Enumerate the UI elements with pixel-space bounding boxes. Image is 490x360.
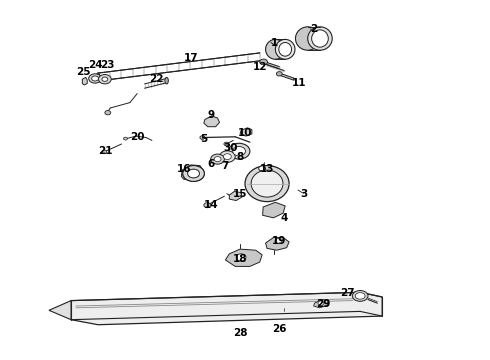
Text: 5: 5 — [200, 134, 207, 144]
Polygon shape — [263, 202, 285, 218]
Circle shape — [224, 142, 229, 146]
Ellipse shape — [266, 40, 285, 59]
Text: 25: 25 — [76, 67, 91, 77]
Circle shape — [259, 166, 266, 171]
Ellipse shape — [352, 291, 368, 301]
Circle shape — [275, 239, 282, 244]
Circle shape — [204, 203, 211, 208]
Text: 16: 16 — [176, 164, 191, 174]
Circle shape — [233, 147, 245, 156]
Polygon shape — [225, 249, 262, 266]
Text: 7: 7 — [221, 161, 229, 171]
Polygon shape — [266, 238, 289, 250]
Text: 17: 17 — [184, 53, 198, 63]
Circle shape — [102, 77, 108, 81]
Text: 26: 26 — [272, 324, 287, 334]
Circle shape — [105, 111, 111, 115]
Text: 11: 11 — [292, 78, 306, 88]
Text: 13: 13 — [260, 164, 274, 174]
Text: 1: 1 — [271, 38, 278, 48]
Text: 22: 22 — [149, 74, 164, 84]
Ellipse shape — [251, 170, 283, 197]
Text: 24: 24 — [88, 60, 103, 70]
Text: 15: 15 — [233, 189, 247, 199]
Text: 2: 2 — [310, 24, 317, 34]
Circle shape — [183, 166, 204, 181]
Polygon shape — [314, 300, 328, 308]
Circle shape — [183, 166, 204, 181]
Circle shape — [211, 154, 224, 164]
Text: 18: 18 — [233, 254, 247, 264]
Text: 23: 23 — [100, 60, 115, 70]
Text: 28: 28 — [233, 328, 247, 338]
Circle shape — [214, 157, 221, 162]
Polygon shape — [204, 116, 220, 127]
Polygon shape — [229, 192, 242, 201]
Text: 30: 30 — [223, 143, 238, 153]
Text: 21: 21 — [98, 146, 113, 156]
Circle shape — [92, 76, 98, 81]
Ellipse shape — [245, 166, 289, 202]
Ellipse shape — [165, 77, 169, 84]
Polygon shape — [82, 77, 87, 85]
Ellipse shape — [279, 42, 292, 56]
Text: 20: 20 — [130, 132, 145, 142]
Circle shape — [89, 74, 101, 83]
Text: 3: 3 — [300, 189, 307, 199]
Circle shape — [98, 75, 111, 84]
Ellipse shape — [308, 27, 332, 50]
Ellipse shape — [355, 293, 365, 299]
Circle shape — [200, 136, 205, 139]
Circle shape — [236, 254, 246, 261]
Polygon shape — [240, 128, 252, 136]
Polygon shape — [49, 301, 71, 320]
Text: 19: 19 — [272, 236, 287, 246]
Ellipse shape — [295, 27, 320, 50]
Circle shape — [276, 72, 282, 76]
Circle shape — [188, 169, 199, 178]
Circle shape — [123, 137, 127, 140]
Circle shape — [220, 151, 235, 162]
Text: 14: 14 — [203, 200, 218, 210]
Text: 4: 4 — [280, 213, 288, 223]
Text: 9: 9 — [207, 110, 214, 120]
Circle shape — [223, 154, 231, 159]
Ellipse shape — [96, 73, 100, 81]
Circle shape — [102, 150, 107, 154]
Circle shape — [318, 301, 324, 305]
Circle shape — [228, 143, 250, 159]
Circle shape — [260, 59, 268, 65]
Text: 10: 10 — [238, 128, 252, 138]
Text: 6: 6 — [207, 159, 214, 169]
Ellipse shape — [275, 40, 295, 59]
Text: 8: 8 — [237, 152, 244, 162]
Text: 29: 29 — [316, 299, 331, 309]
Polygon shape — [71, 292, 382, 325]
Text: 27: 27 — [341, 288, 355, 298]
Text: 12: 12 — [252, 62, 267, 72]
Ellipse shape — [312, 30, 328, 47]
Circle shape — [188, 169, 199, 178]
Polygon shape — [181, 165, 203, 180]
